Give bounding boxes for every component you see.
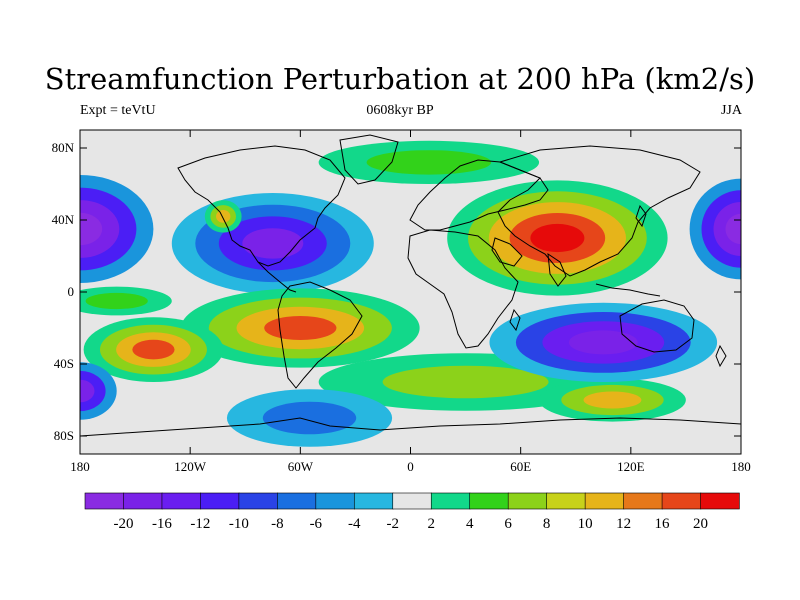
new-zealand-coast (715, 344, 727, 368)
colorbar-swatch (584, 492, 625, 510)
colorbar-label: 8 (543, 516, 551, 532)
colorbar-label: 2 (427, 516, 435, 532)
lat-tick-label: 40N (52, 212, 75, 227)
colorbar-label: -16 (152, 516, 172, 532)
lon-tick-label: 120W (174, 459, 207, 474)
s-america-high-contour (264, 316, 337, 340)
s-atlantic-band-contour (382, 365, 549, 399)
colorbar-swatch (661, 492, 702, 510)
coastlines (80, 134, 741, 437)
contour-fields (80, 140, 741, 447)
madagascar-coast (509, 308, 521, 332)
north-america-coast (177, 145, 346, 267)
indonesia-coast (595, 283, 661, 297)
colorbar-label: 10 (578, 516, 593, 532)
colorbar-swatch (277, 492, 317, 510)
colorbar-label: 20 (693, 516, 708, 532)
colorbar-swatch (200, 492, 240, 510)
colorbar-swatch (392, 492, 432, 510)
japan-coast (635, 204, 647, 228)
lon-tick-label: 180 (731, 459, 751, 474)
n-atlantic-america-low-contour (242, 228, 304, 259)
colorbar-label: -4 (348, 516, 361, 532)
asia-coast (497, 145, 701, 277)
colorbar-label: 4 (466, 516, 474, 532)
indian-ocean-band-contour (583, 391, 642, 409)
lon-tick-label: 60W (288, 459, 314, 474)
colorbar-swatch (84, 492, 125, 510)
n-america-small-high-contour (216, 210, 231, 223)
experiment-label: Expt = teVtU (80, 103, 156, 118)
lon-tick-label: 60E (510, 459, 531, 474)
colorbar-swatch (123, 492, 163, 510)
south-america-coast (277, 281, 363, 389)
colorbar-label: 12 (616, 516, 631, 532)
s-pacific-high-contour (132, 339, 175, 360)
colorbar-label: -20 (113, 516, 133, 532)
colorbar-label: -6 (310, 516, 323, 532)
colorbar: -20 -16 -12 -10 -8 -6 -4 -2 2 4 6 8 10 12 16 20 (84, 492, 740, 532)
antarctic-low-contour (262, 401, 357, 435)
lon-tick-label: 0 (407, 459, 414, 474)
pacific-eq-high-contour (85, 292, 148, 310)
colorbar-swatch (623, 492, 663, 510)
asian-high-contour (530, 223, 585, 253)
n-pacific-high-east-contour (725, 213, 741, 245)
antarctica-coast (80, 417, 741, 437)
colorbar-swatch (430, 492, 471, 510)
lon-tick-label: 120E (617, 459, 645, 474)
colorbar-label: -10 (229, 516, 249, 532)
colorbar-swatch (507, 492, 548, 510)
colorbar-label: 16 (655, 516, 671, 532)
map-axes: 80N 40N 0 40S 80S 180 120W 60W 0 60E 120E 180 (52, 130, 751, 474)
lat-tick-label: 0 (68, 284, 75, 299)
colorbar-swatch (546, 492, 586, 510)
period-label: 0608kyr BP (366, 103, 434, 118)
arabia-coast (491, 237, 523, 267)
greenland-coast (339, 134, 399, 185)
lat-tick-label: 80N (52, 140, 75, 155)
colorbar-label: -2 (387, 516, 400, 532)
n-pacific-high-west-contour (80, 212, 103, 246)
africa-coast (407, 229, 519, 349)
central-america-coast (257, 261, 297, 293)
season-label: JJA (720, 103, 742, 118)
australia-low-contour (568, 330, 638, 355)
colorbar-swatch (353, 492, 394, 510)
s-pacific-west-low-contour (80, 379, 95, 403)
colorbar-swatch (469, 492, 509, 510)
map-panel (79, 129, 742, 455)
colorbar-swatch (238, 492, 279, 510)
plot-title: Streamfunction Perturbation at 200 hPa (… (44, 62, 756, 96)
colorbar-swatch (315, 492, 355, 510)
australia-coast (619, 299, 695, 353)
lat-tick-label: 80S (54, 428, 74, 443)
europe-coast (409, 159, 549, 231)
colorbar-label: 6 (504, 516, 512, 532)
colorbar-label: -8 (271, 516, 284, 532)
lat-tick-label: 40S (54, 356, 74, 371)
india-coast (547, 252, 567, 287)
colorbar-swatch (161, 492, 202, 510)
colorbar-label: -12 (190, 516, 210, 532)
colorbar-swatch (700, 492, 740, 510)
arctic-high-contour (366, 150, 492, 175)
lon-tick-label: 180 (70, 459, 90, 474)
